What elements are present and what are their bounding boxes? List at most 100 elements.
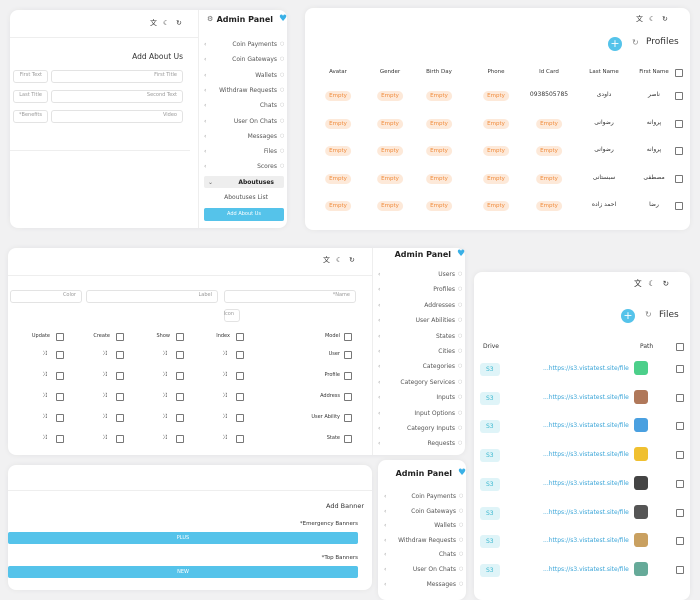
checkbox[interactable]	[176, 333, 184, 341]
checkbox[interactable]	[176, 435, 184, 443]
header-icon[interactable]: 文	[636, 15, 643, 23]
checkbox[interactable]	[344, 372, 352, 380]
menu-item[interactable]: Wallets	[434, 522, 456, 530]
header-icon[interactable]: ↻	[662, 279, 670, 288]
text-input[interactable]	[51, 110, 183, 123]
add-button[interactable]: +	[621, 309, 635, 323]
header-icon[interactable]: ↻	[349, 256, 355, 264]
file-path[interactable]: ...https://s3.vistatest.site/file	[543, 565, 629, 573]
menu-item[interactable]: User On Chats	[412, 566, 456, 573]
section-button[interactable]: PLUS	[8, 532, 358, 544]
checkbox[interactable]	[236, 333, 244, 341]
text-input[interactable]	[86, 290, 218, 303]
checkbox[interactable]	[676, 343, 684, 351]
checkbox[interactable]	[116, 435, 124, 443]
menu-item[interactable]: Scores	[257, 163, 277, 171]
menu-item[interactable]: User Abilities	[415, 317, 455, 325]
menu-item[interactable]: Files	[263, 148, 277, 156]
checkbox[interactable]	[344, 393, 352, 401]
menu-item[interactable]: User On Chats	[233, 117, 277, 125]
checkbox[interactable]	[236, 393, 244, 401]
text-input[interactable]	[51, 90, 183, 103]
menu-item[interactable]: Messages	[247, 132, 277, 140]
menu-item[interactable]: Profiles	[433, 286, 455, 294]
file-path[interactable]: ...https://s3.vistatest.site/file	[543, 451, 629, 459]
menu-item[interactable]: Coin Gateways	[411, 507, 456, 515]
checkbox[interactable]	[675, 92, 683, 100]
menu-item[interactable]: Coin Payments	[411, 493, 456, 500]
text-input[interactable]	[224, 290, 356, 303]
header-icon[interactable]: ☾	[648, 279, 656, 288]
checkbox[interactable]	[676, 537, 684, 546]
menu-item[interactable]: Coin Payments	[232, 41, 277, 48]
checkbox[interactable]	[56, 435, 64, 443]
checkbox[interactable]	[676, 565, 684, 574]
checkbox[interactable]	[56, 372, 64, 380]
checkbox[interactable]	[236, 372, 244, 380]
menu-item[interactable]: Messages	[426, 580, 456, 588]
header-icon[interactable]: ☾	[649, 15, 656, 23]
menu-item[interactable]: Withdraw Requests	[219, 86, 277, 94]
checkbox[interactable]	[676, 422, 684, 431]
text-input[interactable]	[224, 309, 240, 322]
label-input[interactable]	[13, 70, 48, 83]
menu-item[interactable]: Category Services	[400, 378, 455, 386]
checkbox[interactable]	[56, 333, 64, 341]
checkbox[interactable]	[116, 414, 124, 422]
submenu-item[interactable]: Aboutuses List	[224, 193, 268, 201]
checkbox[interactable]	[675, 202, 683, 210]
checkbox[interactable]	[675, 69, 683, 77]
checkbox[interactable]	[176, 414, 184, 422]
checkbox[interactable]	[236, 414, 244, 422]
checkbox[interactable]	[676, 365, 684, 373]
header-icon[interactable]: ↻	[176, 19, 182, 27]
menu-item[interactable]: Categories	[422, 363, 455, 371]
menu-item[interactable]: Addresses	[424, 301, 455, 309]
open-menu[interactable]: Aboutuses	[238, 178, 274, 186]
checkbox[interactable]	[116, 333, 124, 341]
checkbox[interactable]	[176, 351, 184, 359]
file-path[interactable]: ...https://s3.vistatest.site/file	[543, 508, 629, 516]
header-icon[interactable]: 文	[150, 19, 157, 27]
file-path[interactable]: ...https://s3.vistatest.site/file	[543, 365, 629, 372]
label-input[interactable]	[13, 90, 48, 103]
checkbox[interactable]	[116, 393, 124, 401]
menu-item[interactable]: Cities	[438, 348, 455, 355]
checkbox[interactable]	[116, 372, 124, 380]
checkbox[interactable]	[176, 372, 184, 380]
label-input[interactable]	[13, 110, 48, 123]
checkbox[interactable]	[675, 174, 683, 183]
header-icon[interactable]: ☾	[163, 19, 170, 27]
menu-item[interactable]: Input Options	[414, 409, 455, 417]
checkbox[interactable]	[116, 351, 124, 359]
text-input[interactable]	[10, 290, 82, 303]
checkbox[interactable]	[344, 435, 352, 443]
checkbox[interactable]	[176, 393, 184, 401]
header-icon[interactable]: 文	[323, 256, 330, 264]
checkbox[interactable]	[56, 351, 64, 359]
section-button[interactable]: NEW	[8, 566, 358, 578]
checkbox[interactable]	[344, 414, 352, 422]
menu-item[interactable]: Inputs	[436, 394, 455, 402]
checkbox[interactable]	[236, 435, 244, 443]
checkbox[interactable]	[236, 351, 244, 359]
checkbox[interactable]	[344, 333, 352, 341]
checkbox[interactable]	[344, 351, 352, 359]
file-path[interactable]: ...https://s3.vistatest.site/file	[543, 479, 629, 487]
menu-item[interactable]: Withdraw Requests	[398, 536, 456, 544]
menu-item[interactable]: Wallets	[255, 71, 277, 79]
add-button[interactable]: +	[608, 37, 622, 51]
menu-item[interactable]: Chats	[438, 551, 456, 559]
add-button[interactable]: Add About Us	[204, 208, 284, 221]
text-input[interactable]	[51, 70, 183, 83]
checkbox[interactable]	[675, 147, 683, 155]
checkbox[interactable]	[56, 414, 64, 422]
menu-item[interactable]: Category Inputs	[407, 425, 455, 432]
checkbox[interactable]	[676, 479, 684, 488]
header-icon[interactable]: 文	[634, 279, 642, 288]
menu-item[interactable]: Users	[438, 271, 455, 278]
file-path[interactable]: ...https://s3.vistatest.site/file	[543, 393, 629, 401]
menu-item[interactable]: Requests	[427, 440, 456, 448]
header-icon[interactable]: ↻	[662, 15, 668, 23]
file-path[interactable]: ...https://s3.vistatest.site/file	[543, 422, 629, 430]
